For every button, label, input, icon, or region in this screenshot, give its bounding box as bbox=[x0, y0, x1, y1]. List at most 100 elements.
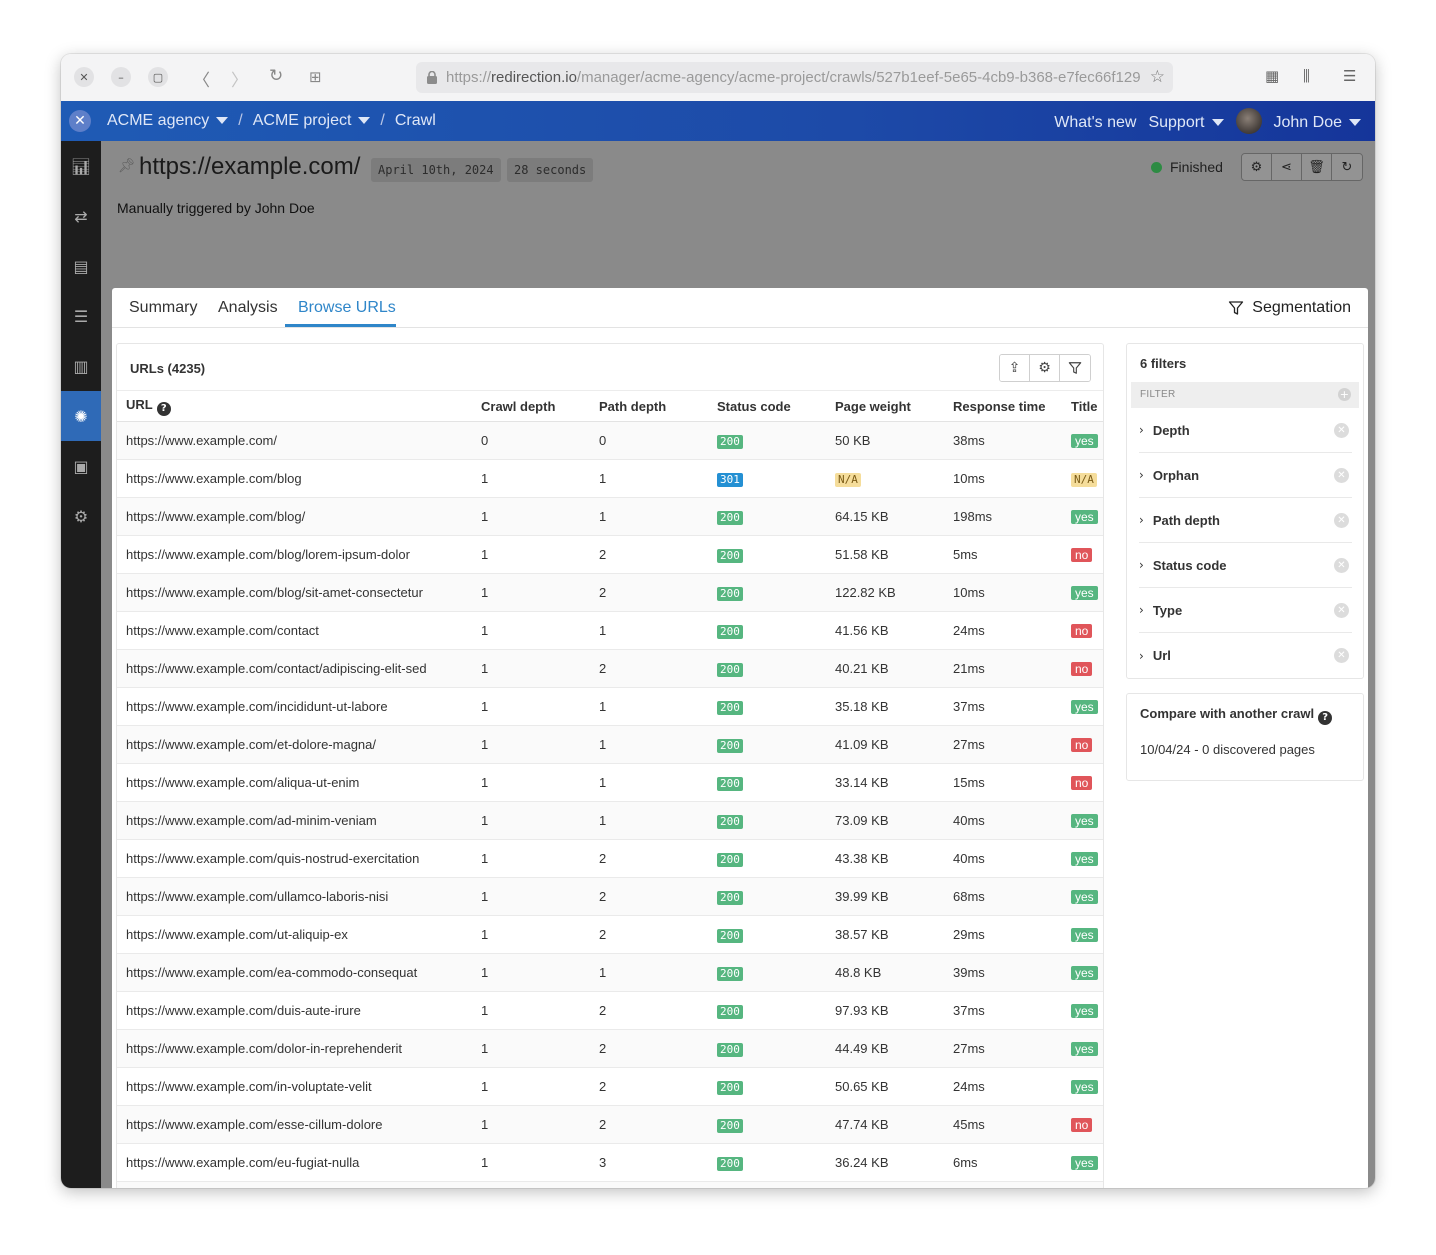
crumb-organization[interactable]: ACME agency bbox=[107, 112, 229, 130]
reload-icon[interactable]: ↻ bbox=[269, 66, 284, 86]
avatar[interactable] bbox=[1235, 108, 1262, 134]
remove-filter-icon[interactable]: ✕ bbox=[1334, 423, 1349, 438]
column-header-path-depth[interactable]: Path depth bbox=[590, 390, 708, 422]
sidebar-item-crawler[interactable]: ✺ bbox=[61, 391, 101, 441]
sidebar-item-redirections[interactable]: ⇄ bbox=[61, 191, 101, 241]
column-header-title[interactable]: Title bbox=[1062, 390, 1103, 422]
sidebar-item-analytics[interactable]: 📊︎ bbox=[61, 141, 101, 191]
settings-button[interactable]: ⚙ bbox=[1242, 154, 1272, 180]
url-cell[interactable]: https://www.example.com/occaecat-cupidat… bbox=[117, 1181, 472, 1188]
table-row[interactable]: https://www.example.com/occaecat-cupidat… bbox=[117, 1181, 1103, 1188]
sidebar-item-rules[interactable]: ☰ bbox=[61, 291, 101, 341]
filter-item[interactable]: › Url ✕ bbox=[1139, 633, 1352, 678]
remove-filter-icon[interactable]: ✕ bbox=[1334, 648, 1349, 663]
table-row[interactable]: https://www.example.com/in-voluptate-vel… bbox=[117, 1067, 1103, 1106]
column-header-url[interactable]: URL? bbox=[117, 390, 472, 422]
url-cell[interactable]: https://www.example.com/aliqua-ut-enim bbox=[117, 763, 472, 802]
url-cell[interactable]: https://www.example.com/ullamco-laboris-… bbox=[117, 877, 472, 916]
url-cell[interactable]: https://www.example.com/ea-commodo-conse… bbox=[117, 953, 472, 992]
table-row[interactable]: https://www.example.com/ea-commodo-conse… bbox=[117, 953, 1103, 992]
remove-filter-icon[interactable]: ✕ bbox=[1334, 603, 1349, 618]
help-icon[interactable]: ? bbox=[156, 401, 171, 416]
tab-browse-urls[interactable]: Browse URLs bbox=[298, 299, 396, 316]
sidebar-item-settings[interactable]: ⚙ bbox=[61, 491, 101, 541]
columns-settings-button[interactable]: ⚙ bbox=[1030, 355, 1060, 381]
filter-item[interactable]: › Orphan ✕ bbox=[1139, 453, 1352, 498]
crumb-project[interactable]: ACME project bbox=[253, 112, 371, 130]
remove-filter-icon[interactable]: ✕ bbox=[1334, 468, 1349, 483]
column-header-status-code[interactable]: Status code bbox=[708, 390, 826, 422]
url-cell[interactable]: https://www.example.com/contact bbox=[117, 611, 472, 650]
tab-analysis[interactable]: Analysis bbox=[218, 299, 278, 316]
whats-new-link[interactable]: What's new bbox=[1054, 114, 1137, 131]
table-row[interactable]: https://www.example.com/blog 1 1 301 N/A 10ms… bbox=[117, 459, 1103, 498]
menu-icon[interactable]: ☰ bbox=[1343, 67, 1357, 85]
table-row[interactable]: https://www.example.com/quis-nostrud-exe… bbox=[117, 839, 1103, 878]
table-row[interactable]: https://www.example.com/blog/1 1 200 64.15 … bbox=[117, 497, 1103, 536]
url-cell[interactable]: https://www.example.com/duis-aute-irure bbox=[117, 991, 472, 1030]
url-cell[interactable]: https://www.example.com/blog bbox=[117, 459, 472, 498]
table-row[interactable]: https://www.example.com/eu-fugiat-nulla 1… bbox=[117, 1143, 1103, 1182]
bookmark-star-icon[interactable]: ☆ bbox=[1145, 67, 1165, 87]
maximize-window-button[interactable]: ▢ bbox=[148, 67, 168, 87]
user-menu[interactable]: John Doe bbox=[1274, 114, 1361, 132]
add-filter-icon[interactable]: + bbox=[1338, 388, 1351, 401]
back-icon[interactable]: 〈 bbox=[193, 71, 210, 91]
close-window-button[interactable]: ✕ bbox=[74, 67, 94, 87]
table-row[interactable]: https://www.example.com/esse-cillum-dolo… bbox=[117, 1105, 1103, 1144]
help-icon[interactable]: ? bbox=[1318, 711, 1333, 725]
export-button[interactable]: ⇪ bbox=[1000, 355, 1030, 381]
table-row[interactable]: https://www.example.com/dolor-in-reprehe… bbox=[117, 1029, 1103, 1068]
address-bar[interactable]: https://redirection.io/manager/acme-agen… bbox=[416, 62, 1173, 93]
table-row[interactable]: https://www.example.com/aliqua-ut-enim 1 1… bbox=[117, 763, 1103, 802]
table-row[interactable]: https://www.example.com/et-dolore-magna/… bbox=[117, 725, 1103, 764]
compare-value[interactable]: 10/04/24 - 0 discovered pages bbox=[1140, 742, 1315, 757]
library-icon[interactable]: ⫼ bbox=[1303, 67, 1310, 85]
url-cell[interactable]: https://www.example.com/in-voluptate-vel… bbox=[117, 1067, 472, 1106]
share-button[interactable]: ⋖ bbox=[1272, 154, 1302, 180]
url-cell[interactable]: https://www.example.com/ad-minim-veniam bbox=[117, 801, 472, 840]
table-row[interactable]: https://www.example.com/blog/sit-amet-co… bbox=[117, 573, 1103, 612]
filter-item[interactable]: › Path depth ✕ bbox=[1139, 498, 1352, 543]
filter-button[interactable] bbox=[1060, 355, 1090, 381]
sidebar-item-logs[interactable]: ▤ bbox=[61, 241, 101, 291]
url-cell[interactable]: https://www.example.com/contact/adipisci… bbox=[117, 649, 472, 688]
support-menu[interactable]: Support bbox=[1148, 114, 1224, 132]
filter-item[interactable]: › Status code ✕ bbox=[1139, 543, 1352, 588]
url-cell[interactable]: https://www.example.com/eu-fugiat-nulla bbox=[117, 1143, 472, 1182]
table-row[interactable]: https://www.example.com/blog/lorem-ipsum… bbox=[117, 535, 1103, 574]
table-row[interactable]: https://www.example.com/0 0 200 50 KB 38ms ye… bbox=[117, 421, 1103, 460]
url-cell[interactable]: https://www.example.com/esse-cillum-dolo… bbox=[117, 1105, 472, 1144]
sidebar-item-reports[interactable]: ▣ bbox=[61, 441, 101, 491]
url-cell[interactable]: https://www.example.com/ut-aliquip-ex bbox=[117, 915, 472, 954]
url-cell[interactable]: https://www.example.com/blog/sit-amet-co… bbox=[117, 573, 472, 612]
forward-icon[interactable]: 〉 bbox=[231, 71, 248, 91]
delete-button[interactable]: 🗑︎ bbox=[1302, 154, 1332, 180]
table-row[interactable]: https://www.example.com/ut-aliquip-ex 1 2 2… bbox=[117, 915, 1103, 954]
crumb-crawl[interactable]: Crawl bbox=[394, 112, 436, 129]
sidebar-item-instances[interactable]: ▥ bbox=[61, 341, 101, 391]
filter-item[interactable]: › Depth ✕ bbox=[1139, 408, 1352, 453]
url-cell[interactable]: https://www.example.com/ bbox=[117, 421, 472, 460]
remove-filter-icon[interactable]: ✕ bbox=[1334, 558, 1349, 573]
url-cell[interactable]: https://www.example.com/quis-nostrud-exe… bbox=[117, 839, 472, 878]
pin-icon[interactable]: 📌︎ bbox=[118, 158, 136, 174]
url-cell[interactable]: https://www.example.com/dolor-in-reprehe… bbox=[117, 1029, 472, 1068]
table-row[interactable]: https://www.example.com/contact 1 1 200 41.5… bbox=[117, 611, 1103, 650]
minimize-window-button[interactable]: – bbox=[111, 67, 131, 87]
new-tab-icon[interactable]: ⊞ bbox=[309, 68, 322, 86]
table-row[interactable]: https://www.example.com/incididunt-ut-la… bbox=[117, 687, 1103, 726]
url-cell[interactable]: https://www.example.com/blog/lorem-ipsum… bbox=[117, 535, 472, 574]
segmentation-button[interactable]: Segmentation bbox=[1228, 299, 1351, 317]
table-row[interactable]: https://www.example.com/ad-minim-veniam 1… bbox=[117, 801, 1103, 840]
column-header-response-time[interactable]: Response time bbox=[944, 390, 1062, 422]
table-row[interactable]: https://www.example.com/duis-aute-irure 1… bbox=[117, 991, 1103, 1030]
table-row[interactable]: https://www.example.com/ullamco-laboris-… bbox=[117, 877, 1103, 916]
extensions-grid-icon[interactable]: ▦ bbox=[1265, 67, 1280, 85]
column-header-crawl-depth[interactable]: Crawl depth bbox=[472, 390, 590, 422]
url-cell[interactable]: https://www.example.com/blog/ bbox=[117, 497, 472, 536]
tab-summary[interactable]: Summary bbox=[129, 299, 198, 316]
url-cell[interactable]: https://www.example.com/incididunt-ut-la… bbox=[117, 687, 472, 726]
filter-item[interactable]: › Type ✕ bbox=[1139, 588, 1352, 633]
refresh-button[interactable]: ↻ bbox=[1332, 154, 1362, 180]
